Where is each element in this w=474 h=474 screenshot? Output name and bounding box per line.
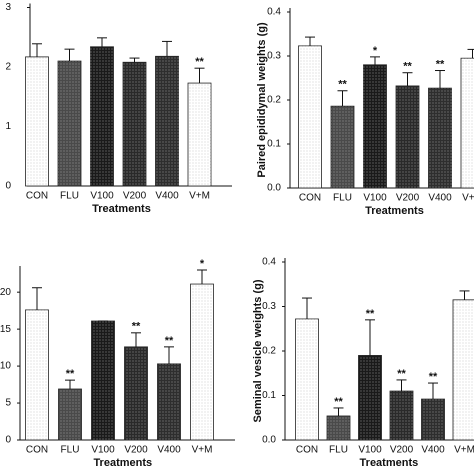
x-tick-label: V100 — [358, 445, 382, 456]
significance-label: ** — [132, 321, 141, 333]
bar-texture — [91, 321, 115, 440]
y-axis-label: Paired epididymal weights (g) — [256, 22, 268, 178]
x-tick-label: V400 — [155, 191, 179, 202]
significance-label: ** — [66, 368, 75, 380]
bar-texture — [188, 83, 211, 186]
significance-label: ** — [195, 56, 204, 68]
x-tick-label: CON — [26, 445, 48, 456]
x-tick-label: V100 — [363, 193, 387, 204]
x-tick-label: V400 — [157, 445, 181, 456]
significance-label: ** — [165, 335, 174, 347]
bar-texture — [421, 399, 445, 440]
x-tick-label: V+M — [192, 445, 213, 456]
bar-texture — [331, 106, 354, 188]
x-tick-label: CON — [296, 445, 318, 456]
bar-texture — [453, 299, 474, 440]
x-tick-label: FLU — [61, 445, 80, 456]
bar-texture — [155, 56, 179, 186]
bar-texture — [157, 363, 181, 440]
x-tick-label: V200 — [123, 191, 147, 202]
y-tick-label: 1 — [5, 121, 11, 132]
x-tick-label: CON — [299, 193, 321, 204]
x-tick-label: V+M — [454, 445, 474, 456]
bar-texture — [25, 56, 49, 187]
x-tick-label: FLU — [333, 193, 352, 204]
y-tick-label: 0.2 — [262, 346, 276, 357]
y-axis-label: Seminal vesicle weights (g) — [252, 279, 264, 422]
y-tick-label: 0.1 — [267, 139, 281, 150]
bar-texture — [396, 85, 419, 188]
y-tick-label: 0.0 — [267, 183, 281, 194]
x-tick-label: V100 — [90, 191, 114, 202]
y-tick-label: 0.3 — [262, 301, 276, 312]
y-tick-label: 0.4 — [262, 257, 276, 268]
bar-texture — [25, 309, 49, 440]
x-tick-label: FLU — [329, 445, 348, 456]
y-tick-label: 0.3 — [267, 51, 281, 62]
y-tick-label: 5 — [5, 398, 11, 409]
x-axis-label: Treatments — [92, 203, 151, 215]
bar-texture — [58, 61, 81, 186]
bar-texture — [58, 389, 82, 440]
x-tick-label: V200 — [124, 445, 148, 456]
y-tick-label: 15 — [0, 324, 11, 335]
bar-texture — [461, 58, 474, 189]
x-axis-label: Treatments — [93, 457, 152, 469]
y-tick-label: 2 — [5, 62, 11, 73]
significance-label: * — [373, 45, 378, 57]
x-tick-label: V+M — [462, 193, 474, 204]
significance-label: ** — [338, 79, 347, 91]
y-tick-label: 0.0 — [262, 435, 276, 446]
y-tick-label: 0.2 — [267, 95, 281, 106]
x-tick-label: V400 — [428, 193, 452, 204]
x-tick-label: V100 — [91, 445, 115, 456]
x-axis-label: Treatments — [365, 205, 424, 217]
x-axis-label: Treatments — [360, 457, 419, 469]
bar-texture — [123, 62, 146, 186]
y-tick-label: 0.1 — [262, 390, 276, 401]
x-tick-label: V400 — [421, 445, 445, 456]
bar-texture — [363, 64, 387, 188]
significance-label: ** — [436, 58, 445, 70]
x-tick-label: V200 — [390, 445, 414, 456]
bar-texture — [90, 46, 114, 186]
significance-label: ** — [403, 61, 412, 73]
x-tick-label: V+M — [189, 191, 210, 202]
y-tick-label: 0.4 — [267, 7, 281, 18]
y-tick-label: 20 — [0, 287, 11, 298]
y-tick-label: 3 — [5, 2, 11, 13]
y-tick-label: 0 — [5, 435, 11, 446]
bar-texture — [298, 45, 322, 188]
significance-label: ** — [397, 368, 406, 380]
y-tick-label: 0 — [5, 181, 11, 192]
y-tick-label: 10 — [0, 361, 11, 372]
significance-label: ** — [429, 371, 438, 383]
bar-texture — [327, 415, 350, 440]
significance-label: * — [200, 258, 205, 270]
x-tick-label: V200 — [396, 193, 420, 204]
bar-texture — [295, 318, 319, 440]
bar-texture — [428, 88, 452, 188]
bar-texture — [190, 284, 214, 440]
significance-label: ** — [366, 308, 375, 320]
x-tick-label: FLU — [60, 191, 79, 202]
significance-label: ** — [334, 396, 343, 408]
bar-texture — [124, 346, 148, 440]
x-tick-label: CON — [26, 191, 48, 202]
bar-texture — [358, 355, 382, 440]
bar-texture — [390, 391, 413, 440]
